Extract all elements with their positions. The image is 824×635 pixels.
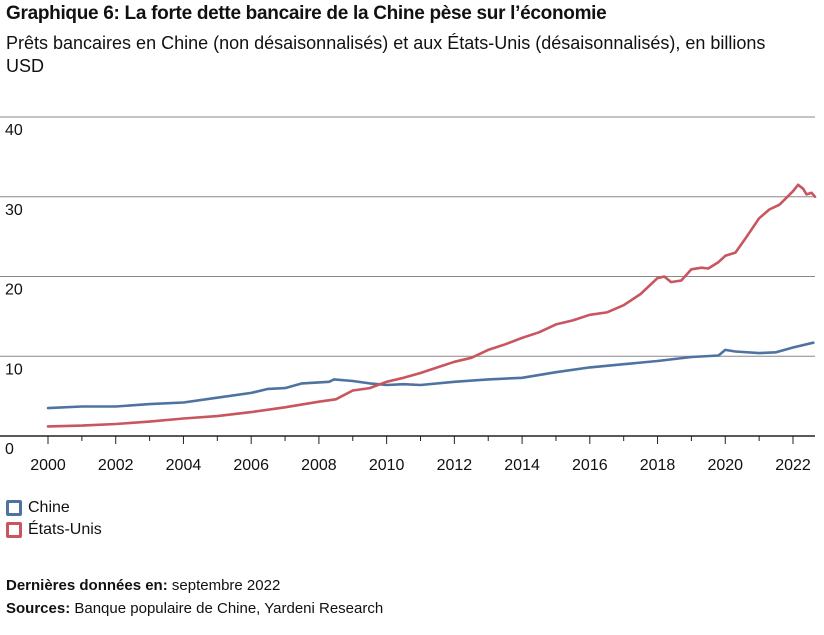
x-tick-label-2000: 2000 [30, 457, 66, 470]
sources-note: Sources: Banque populaire de Chine, Yard… [6, 597, 383, 620]
y-tick-labels: 0 10 20 30 40 [5, 122, 23, 458]
series-line-chine [46, 341, 815, 410]
x-tick-label-2022: 2022 [775, 457, 811, 470]
y-tick-label-20: 20 [5, 282, 23, 299]
last-data-value: septembre 2022 [167, 577, 281, 594]
legend-label-chine: Chine [28, 499, 70, 516]
legend-label-etats-unis: États-Unis [28, 521, 102, 538]
series-lines [46, 183, 817, 428]
footer: Dernières données en: septembre 2022 Sou… [6, 574, 383, 620]
legend-swatch-chine [6, 500, 22, 516]
x-tick-label-2020: 2020 [707, 457, 743, 470]
y-tick-label-0: 0 [5, 441, 14, 458]
chart-subtitle: Prêts bancaires en Chine (non désaisonna… [6, 33, 766, 76]
last-data-note: Dernières données en: septembre 2022 [6, 574, 383, 597]
legend-item-chine: Chine [6, 497, 102, 519]
legend-item-etats-unis: États-Unis [6, 519, 102, 541]
x-tick-label-2018: 2018 [640, 457, 676, 470]
x-tick-label-2004: 2004 [166, 457, 202, 470]
legend-swatch-etats-unis [6, 522, 22, 538]
y-tick-label-10: 10 [5, 361, 23, 378]
series-line-etats-unis [46, 183, 817, 428]
x-tick-label-2002: 2002 [98, 457, 134, 470]
legend: Chine États-Unis [6, 497, 102, 541]
x-tick-label-2012: 2012 [437, 457, 473, 470]
x-axis: 2000 2002 2004 2006 2008 2010 2012 2014 2016 2018… [30, 436, 811, 470]
x-tick-label-2006: 2006 [233, 457, 269, 470]
y-tick-label-30: 30 [5, 202, 23, 219]
sources-value: Banque populaire de Chine, Yardeni Resea… [70, 600, 384, 617]
grid-lines [0, 116, 815, 437]
y-tick-label-40: 40 [5, 122, 23, 139]
sources-label: Sources: [6, 600, 71, 617]
x-tick-label-2010: 2010 [369, 457, 405, 470]
x-tick-label-2016: 2016 [572, 457, 608, 470]
chart-title: Graphique 6: La forte dette bancaire de … [6, 3, 607, 24]
x-tick-label-2008: 2008 [301, 457, 337, 470]
last-data-label: Dernières données en: [6, 577, 168, 594]
x-tick-label-2014: 2014 [504, 457, 540, 470]
